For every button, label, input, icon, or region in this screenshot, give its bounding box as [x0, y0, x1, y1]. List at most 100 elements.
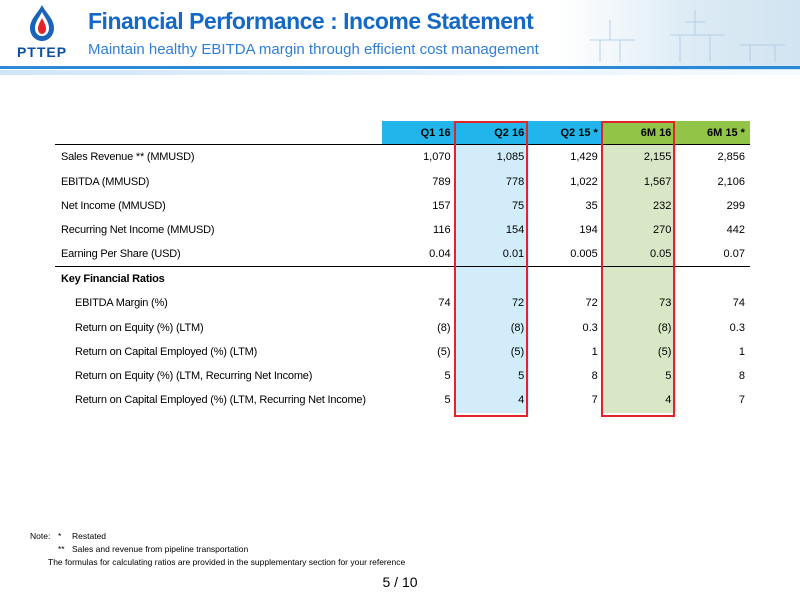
note-text: Restated: [72, 531, 107, 541]
table-cell: 72: [455, 291, 530, 316]
header-divider: [0, 66, 800, 69]
table-cell: 0.05: [602, 242, 677, 266]
table-cell: 157: [432, 200, 451, 213]
table-cell: 8: [591, 370, 598, 383]
column-header-6m-15: 6M 15 *: [676, 121, 750, 145]
table-cell: (8): [455, 315, 530, 340]
table-row: Return on Equity (%) (LTM) (8) (8) 0.3 (…: [55, 315, 750, 340]
table-row: Return on Capital Employed (%) (LTM, Rec…: [55, 388, 750, 413]
page-subtitle: Maintain healthy EBITDA margin through e…: [88, 41, 539, 58]
column-header-6m-16: 6M 16: [602, 121, 677, 145]
table-cell: (5): [455, 339, 530, 364]
table-cell-empty: [529, 267, 603, 291]
table-cell: 2,155: [602, 145, 677, 170]
table-cell: 4: [455, 388, 530, 413]
table-cell: 0.3: [582, 321, 598, 334]
table-cell: 0.005: [570, 248, 598, 261]
table-row: Earning Per Share (USD) 0.04 0.01 0.005 …: [55, 242, 750, 267]
table-cell: 778: [455, 169, 530, 194]
table-row: Sales Revenue ** (MMUSD) 1,070 1,085 1,4…: [55, 145, 750, 170]
table-cell: 1,070: [423, 151, 451, 164]
footnote-line: ** Sales and revenue from pipeline trans…: [30, 543, 405, 556]
row-label: EBITDA (MMUSD): [61, 175, 150, 188]
logo-text: PTTEP: [16, 44, 68, 60]
table-cell: 194: [579, 224, 598, 237]
footnote-line: The formulas for calculating ratios are …: [30, 556, 405, 569]
table-cell: 299: [726, 200, 745, 213]
note-prefix: Note:: [30, 531, 51, 541]
table-cell: 35: [585, 200, 598, 213]
table-cell: (8): [437, 321, 451, 334]
table-cell: 232: [602, 193, 677, 219]
table-row: Return on Capital Employed (%) (LTM) (5)…: [55, 339, 750, 364]
row-label: EBITDA Margin (%): [75, 297, 168, 310]
highlight-box-6m-16: [601, 121, 675, 417]
page-number: 5 / 10: [382, 574, 418, 590]
table-cell: 116: [433, 224, 451, 237]
pttep-logo: PTTEP: [8, 4, 76, 62]
note-text: Sales and revenue from pipeline transpor…: [72, 544, 249, 554]
row-label: Recurring Net Income (MMUSD): [61, 224, 215, 237]
row-label: Sales Revenue ** (MMUSD): [61, 151, 195, 164]
row-label: Earning Per Share (USD): [61, 248, 181, 261]
note-footer-text: The formulas for calculating ratios are …: [48, 557, 406, 567]
table-cell: 1,022: [570, 175, 598, 188]
table-row: Net Income (MMUSD) 157 75 35 232 299: [55, 193, 750, 219]
income-statement-table: Q1 16 Q2 16 Q2 15 * 6M 16 6M 15 * Sales …: [55, 121, 750, 417]
table-cell: 1,085: [455, 145, 530, 170]
column-header-q2-15: Q2 15 *: [529, 121, 603, 145]
table-cell: 270: [602, 218, 677, 243]
note-mark: *: [58, 531, 62, 541]
table-cell: 8: [738, 370, 745, 383]
table-cell: 74: [732, 297, 745, 310]
table-cell: 442: [726, 224, 745, 237]
table-cell: 0.01: [455, 242, 530, 266]
slide-header: PTTEP Financial Performance : Income Sta…: [0, 0, 800, 85]
table-row: EBITDA (MMUSD) 789 778 1,022 1,567 2,106: [55, 169, 750, 194]
table-cell: (8): [602, 315, 677, 340]
table-cell: 72: [585, 297, 598, 310]
table-cell: (5): [602, 339, 677, 364]
footnotes: Note: * Restated ** Sales and revenue fr…: [30, 530, 405, 569]
table-cell: 5: [455, 363, 530, 389]
page-title: Financial Performance : Income Statement: [88, 8, 534, 34]
note-mark: **: [58, 544, 65, 554]
row-label: Return on Capital Employed (%) (LTM, Rec…: [75, 394, 366, 407]
table-cell: 0.3: [729, 321, 745, 334]
flame-drop-icon: [30, 5, 54, 41]
table-cell: 2,106: [717, 175, 745, 188]
table-cell: 7: [591, 394, 598, 407]
table-cell: 154: [455, 218, 530, 243]
table-row: EBITDA Margin (%) 74 72 72 73 74: [55, 291, 750, 316]
table-cell: 1: [591, 345, 598, 358]
row-label: Return on Equity (%) (LTM, Recurring Net…: [75, 370, 313, 383]
table-cell: 5: [444, 370, 451, 383]
section-heading-row: Key Financial Ratios: [55, 266, 750, 292]
table-cell: 1,567: [602, 169, 677, 194]
table-cell: 1,429: [570, 151, 598, 164]
offshore-platform-graphic: [590, 10, 785, 62]
row-label: Net Income (MMUSD): [61, 200, 166, 213]
footnote-line: Note: * Restated: [30, 530, 405, 543]
table-cell: 75: [455, 193, 530, 219]
table-row: Recurring Net Income (MMUSD) 116 154 194…: [55, 218, 750, 243]
table-cell: 74: [438, 297, 451, 310]
column-header-q2-16: Q2 16: [455, 121, 530, 145]
table-cell: 5: [444, 394, 451, 407]
table-cell: 0.04: [429, 248, 451, 261]
table-cell-empty: [455, 266, 530, 292]
table-header-row: Q1 16 Q2 16 Q2 15 * 6M 16 6M 15 *: [55, 121, 750, 146]
note-spacer: [30, 543, 58, 556]
table-cell-empty: [676, 267, 750, 291]
column-header-q1-16: Q1 16: [382, 121, 456, 145]
note-spacer: [30, 556, 48, 569]
row-label: Return on Equity (%) (LTM): [75, 321, 204, 334]
table-cell-empty: [602, 266, 677, 292]
table-cell: 1: [738, 345, 745, 358]
highlight-box-q2-16: [454, 121, 528, 417]
table-cell: (5): [437, 345, 451, 358]
table-cell: 789: [432, 175, 451, 188]
table-cell-empty: [382, 267, 456, 291]
table-cell: 7: [738, 394, 745, 407]
row-label: Return on Capital Employed (%) (LTM): [75, 345, 258, 358]
